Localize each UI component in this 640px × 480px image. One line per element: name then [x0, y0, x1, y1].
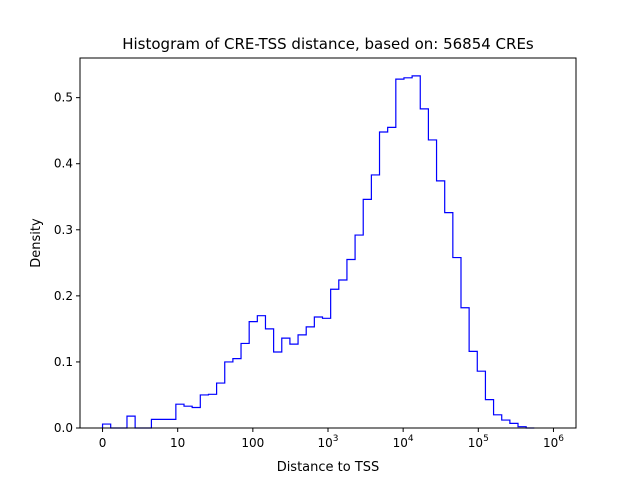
y-axis-label: Density [29, 218, 44, 268]
x-tick: 105 [468, 428, 489, 450]
y-tick-label: 0.5 [54, 91, 73, 105]
x-axis-label: Distance to TSS [277, 460, 380, 475]
y-tick: 0.3 [54, 223, 80, 237]
x-tick-label: 106 [543, 434, 564, 450]
x-tick: 104 [393, 428, 414, 450]
x-tick: 0 [99, 428, 107, 450]
x-axis-ticks: 0 10 100 103 104 105 106 [99, 428, 564, 450]
y-tick-label: 0.1 [54, 355, 73, 369]
y-tick: 0.4 [54, 157, 80, 171]
y-tick-label: 0.2 [54, 289, 73, 303]
x-tick-exponent: 5 [483, 434, 489, 444]
x-tick-exponent: 3 [333, 434, 339, 444]
y-tick: 0.5 [54, 91, 80, 105]
x-tick-label: 103 [317, 434, 338, 450]
y-tick-label: 0.0 [54, 421, 73, 435]
y-tick: 0.0 [54, 421, 80, 435]
y-axis-ticks: 0.0 0.1 0.2 0.3 0.4 0.5 [54, 91, 80, 435]
x-tick-exponent: 4 [408, 434, 414, 444]
x-tick: 106 [543, 428, 564, 450]
x-tick-exponent: 6 [558, 434, 564, 444]
y-tick: 0.1 [54, 355, 80, 369]
y-tick: 0.2 [54, 289, 80, 303]
x-tick: 10 [170, 428, 185, 450]
x-tick-label: 105 [468, 434, 489, 450]
x-tick: 103 [317, 428, 339, 450]
x-tick-label: 0 [99, 436, 107, 450]
y-tick-label: 0.3 [54, 223, 73, 237]
axes-frame [79, 57, 577, 429]
x-tick-label: 104 [393, 434, 414, 450]
x-tick: 100 [241, 428, 264, 450]
chart-title: Histogram of CRE-TSS distance, based on:… [122, 35, 534, 53]
y-tick-label: 0.4 [54, 157, 73, 171]
histogram-step-line [101, 75, 535, 429]
x-tick-label: 10 [170, 436, 185, 450]
x-tick-label: 100 [241, 436, 264, 450]
